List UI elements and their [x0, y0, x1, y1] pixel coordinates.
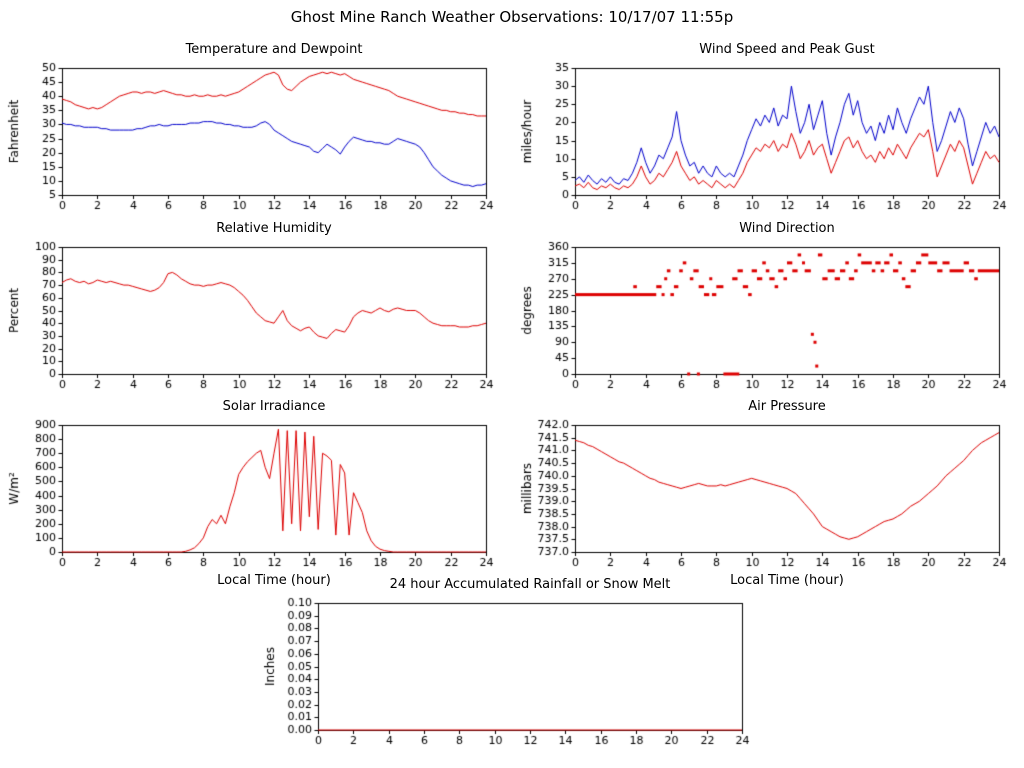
- air-pressure-canvas: [517, 419, 1009, 572]
- solar-irradiance-chart: Solar Irradiance Local Time (hour): [4, 399, 496, 595]
- relative-humidity-canvas: [4, 241, 496, 394]
- temperature-dewpoint-canvas: [4, 62, 496, 215]
- relative-humidity-chart: Relative Humidity: [4, 221, 496, 417]
- rainfall-chart: 24 hour Accumulated Rainfall or Snow Mel…: [260, 577, 752, 768]
- x-axis-label: Local Time (hour): [217, 573, 331, 588]
- chart-title: Temperature and Dewpoint: [185, 42, 363, 57]
- wind-speed-gust-chart: Wind Speed and Peak Gust: [517, 42, 1009, 238]
- wind-direction-canvas: [517, 241, 1009, 394]
- chart-title: Solar Irradiance: [222, 399, 326, 414]
- chart-title: Air Pressure: [748, 399, 826, 414]
- chart-title: 24 hour Accumulated Rainfall or Snow Mel…: [389, 577, 671, 592]
- air-pressure-chart: Air Pressure Local Time (hour): [517, 399, 1009, 595]
- chart-title: Wind Speed and Peak Gust: [699, 42, 875, 57]
- chart-title: Wind Direction: [739, 221, 835, 236]
- page-title: Ghost Mine Ranch Weather Observations: 1…: [290, 8, 734, 26]
- solar-irradiance-canvas: [4, 419, 496, 572]
- x-axis-label: Local Time (hour): [730, 573, 844, 588]
- temperature-dewpoint-chart: Temperature and Dewpoint: [4, 42, 496, 238]
- chart-title: Relative Humidity: [216, 221, 332, 236]
- wind-speed-gust-canvas: [517, 62, 1009, 215]
- wind-direction-chart: Wind Direction: [517, 221, 1009, 417]
- rainfall-canvas: [260, 597, 752, 750]
